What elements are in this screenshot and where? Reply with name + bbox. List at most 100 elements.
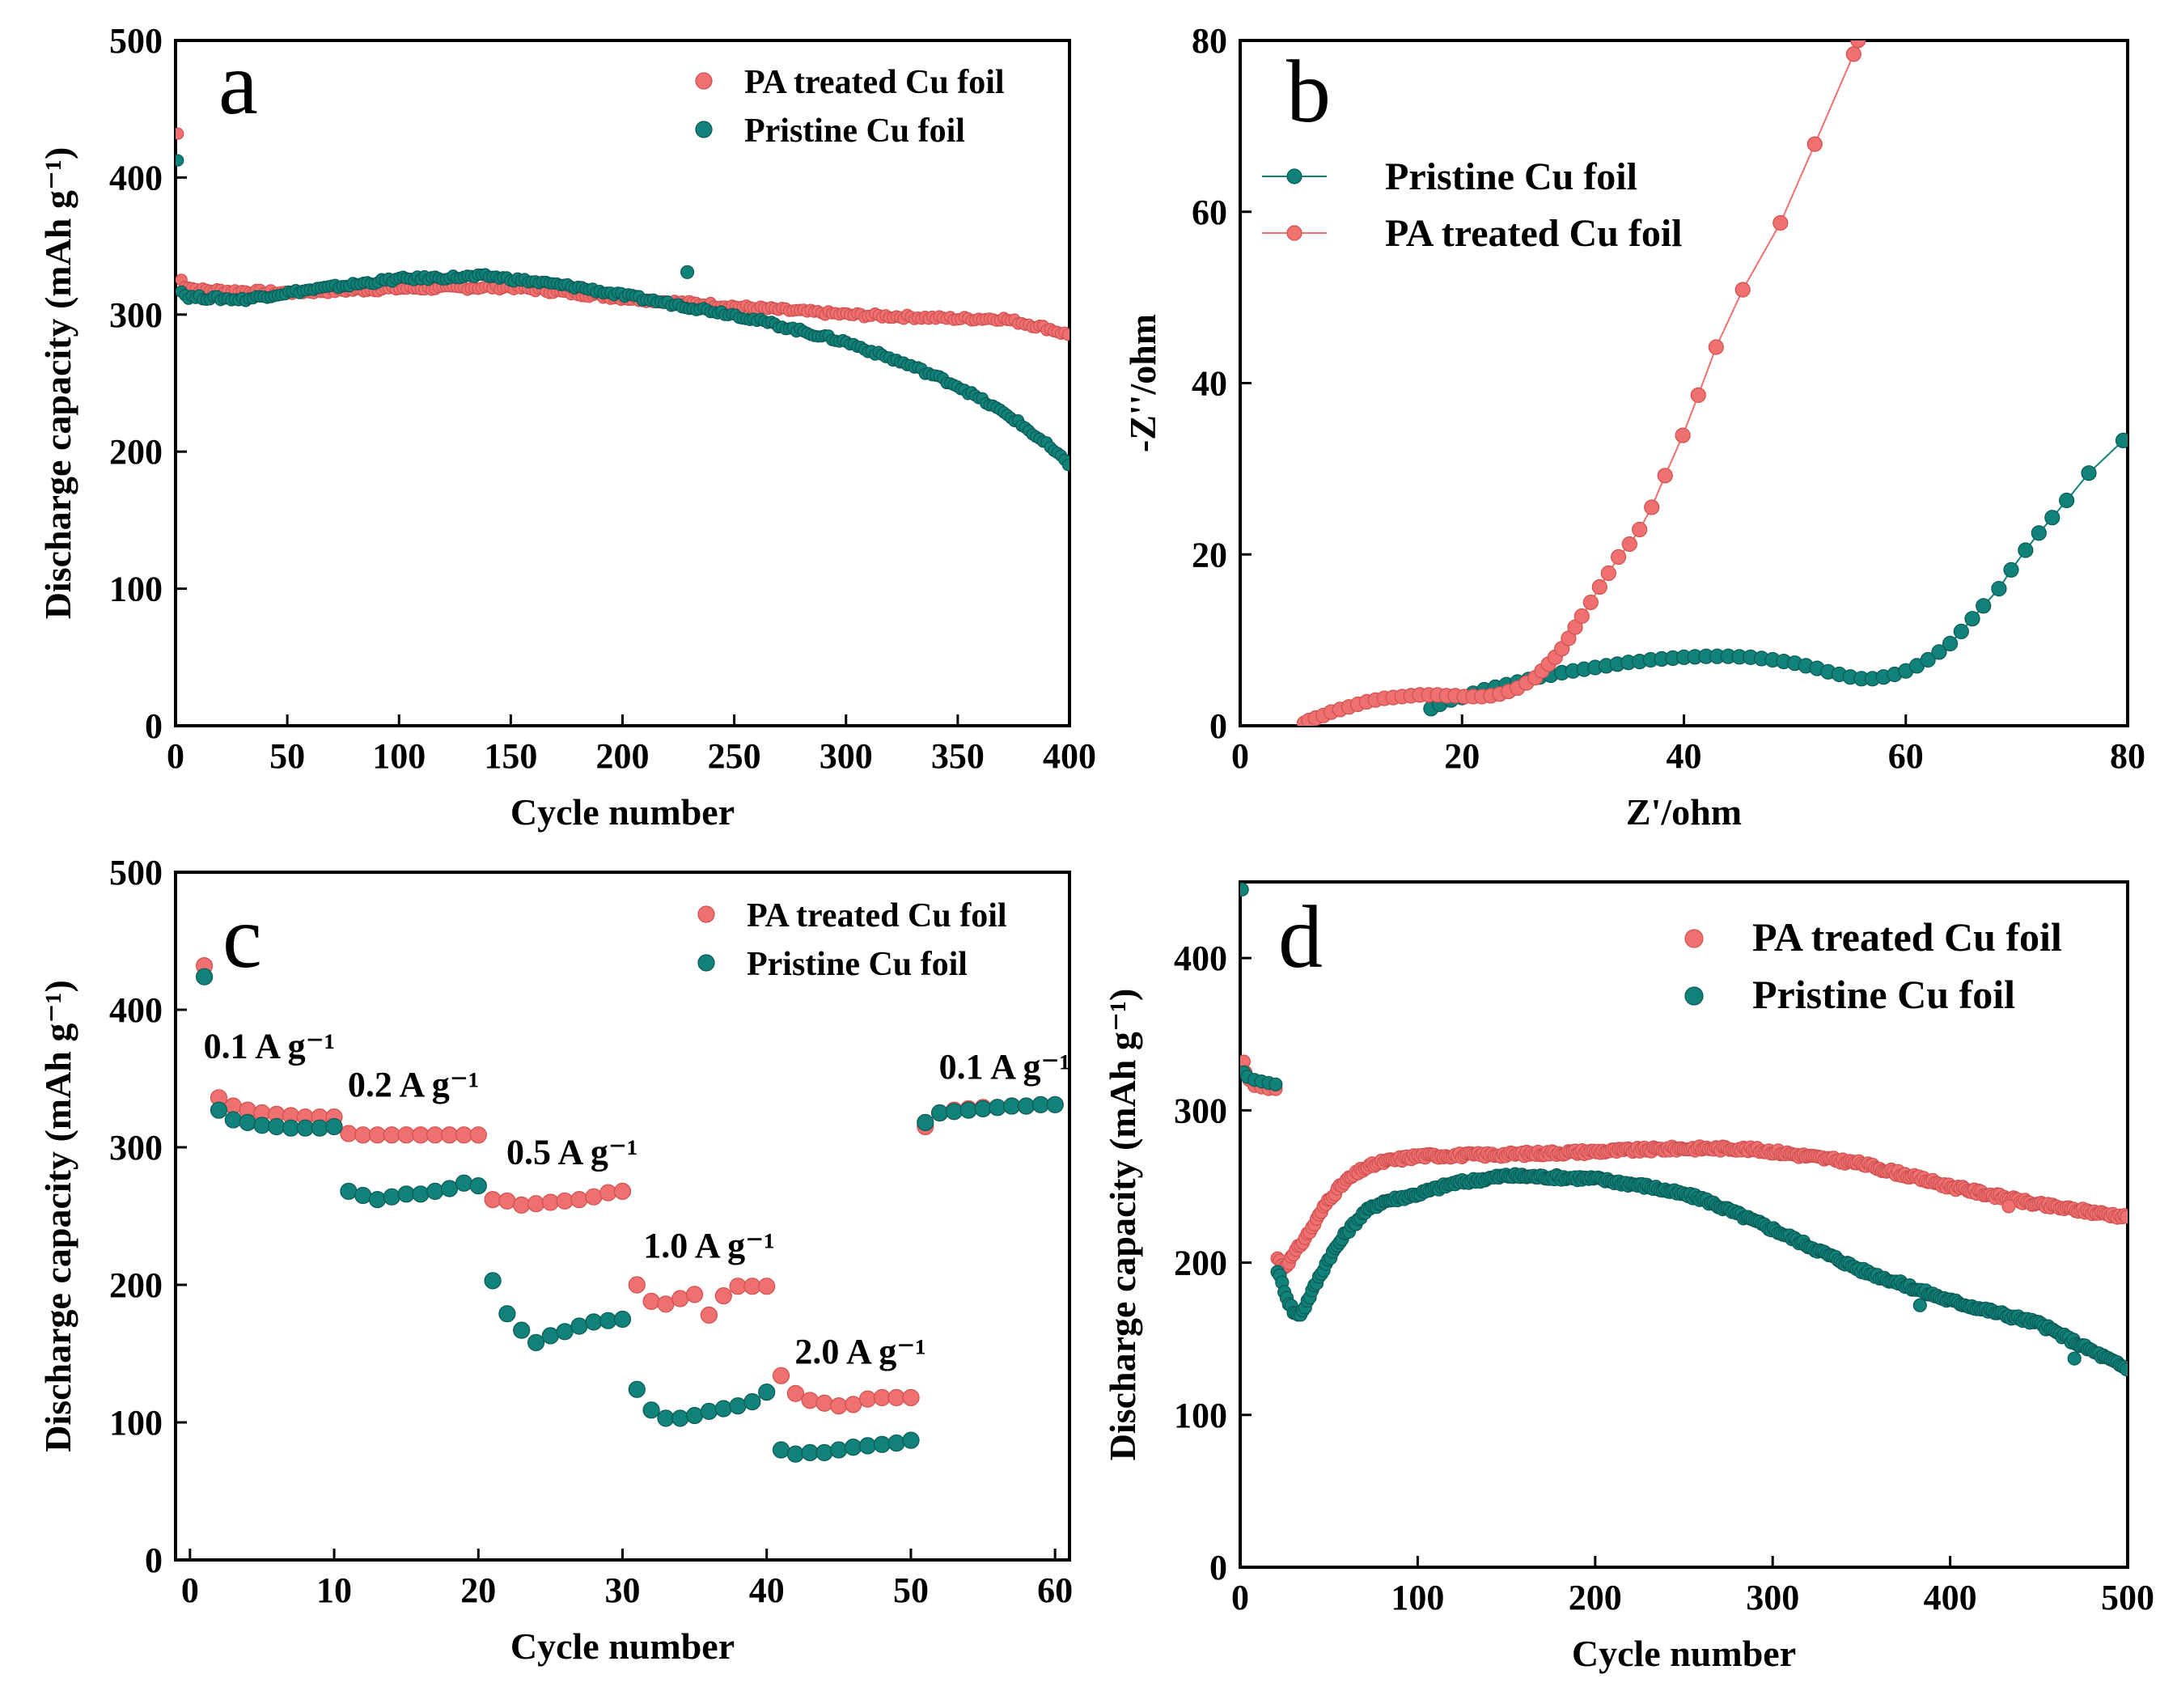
x-tick-label: 50 xyxy=(893,1570,929,1610)
data-point xyxy=(513,1321,531,1339)
x-axis-label: Cycle number xyxy=(510,1625,735,1667)
data-point xyxy=(873,1435,891,1453)
data-point xyxy=(772,1367,790,1384)
data-point xyxy=(685,1406,704,1425)
y-axis-label: -Z''/ohm xyxy=(1122,314,1163,452)
rate-annotation: 0.1 A g⁻¹ xyxy=(204,1027,335,1066)
x-tick-label: 150 xyxy=(484,736,537,776)
data-point xyxy=(700,1306,718,1324)
data-point xyxy=(469,1176,487,1195)
data-point xyxy=(176,127,184,140)
data-point xyxy=(498,1305,516,1323)
data-point xyxy=(845,1438,862,1456)
plot-frame-b xyxy=(1239,39,2129,727)
y-axis-label: Discharge capacity (mAh g⁻¹) xyxy=(37,980,78,1452)
x-tick-label: 10 xyxy=(316,1570,352,1610)
data-layer xyxy=(196,956,1064,1463)
series-pristine xyxy=(1240,882,2128,1377)
x-axis-label: Cycle number xyxy=(1572,1633,1796,1674)
x-tick-label: 40 xyxy=(1667,736,1702,776)
data-point xyxy=(917,1113,934,1132)
x-tick-label: 350 xyxy=(931,736,985,776)
y-tick-label: 60 xyxy=(1192,193,1227,232)
data-point xyxy=(642,1401,660,1419)
y-tick-label: 100 xyxy=(109,570,163,609)
legend-marker xyxy=(697,954,715,972)
y-tick-label: 20 xyxy=(1192,535,1227,574)
data-point xyxy=(412,1126,430,1144)
data-point xyxy=(412,1185,430,1203)
data-point xyxy=(801,1443,819,1462)
y-tick-label: 0 xyxy=(145,1541,163,1580)
data-point xyxy=(2120,1363,2128,1377)
y-tick-label: 500 xyxy=(109,21,163,61)
y-tick-label: 80 xyxy=(1192,21,1227,61)
data-point xyxy=(253,1117,271,1134)
data-point xyxy=(455,1126,473,1144)
rate-annotation: 0.1 A g⁻¹ xyxy=(939,1047,1070,1087)
y-tick-label: 200 xyxy=(109,1265,163,1305)
data-point xyxy=(2081,465,2097,481)
data-point xyxy=(210,1101,228,1119)
y-tick-label: 0 xyxy=(1209,706,1227,746)
data-point xyxy=(426,1182,444,1201)
data-point xyxy=(397,1185,415,1203)
x-axis-label: Z'/ohm xyxy=(1626,791,1742,833)
data-point xyxy=(440,1180,459,1197)
data-point xyxy=(786,1445,805,1463)
legend-marker xyxy=(695,72,713,90)
y-axis-label: Discharge capacity (mAh g⁻¹) xyxy=(37,147,78,620)
data-point xyxy=(383,1188,400,1206)
legend-label: Pristine Cu foil xyxy=(1752,972,2015,1017)
x-tick-label: 0 xyxy=(1231,736,1249,776)
panel-letter: c xyxy=(222,888,262,986)
data-point xyxy=(1003,1097,1021,1115)
data-point xyxy=(585,1188,603,1206)
data-point xyxy=(671,1409,689,1427)
legend-label: PA treated Cu foil xyxy=(744,64,1005,101)
x-tick-label: 300 xyxy=(1746,1578,1799,1617)
data-point xyxy=(758,1383,776,1401)
data-point xyxy=(1046,1096,1064,1113)
legend-label: Pristine Cu foil xyxy=(1385,155,1637,198)
data-point xyxy=(340,1182,358,1201)
data-point xyxy=(743,1392,761,1411)
data-point xyxy=(772,1441,790,1459)
legend-label: Pristine Cu foil xyxy=(744,112,965,150)
data-point xyxy=(1269,1077,1283,1091)
data-point xyxy=(887,1434,905,1452)
data-point xyxy=(527,1333,545,1352)
data-point xyxy=(1773,214,1789,231)
data-point xyxy=(325,1117,343,1136)
x-tick-label: 80 xyxy=(2110,736,2145,776)
x-tick-label: 200 xyxy=(596,736,650,776)
x-tick-label: 60 xyxy=(1037,1570,1073,1610)
legend-b: Pristine Cu foil PA treated Cu foil xyxy=(1262,155,1683,255)
data-point xyxy=(1920,651,1936,668)
data-point xyxy=(368,1126,387,1144)
legend-label: PA treated Cu foil xyxy=(747,897,1007,935)
data-point xyxy=(599,1184,617,1202)
data-point-outlier xyxy=(2001,1199,2016,1214)
data-point xyxy=(1610,549,1627,566)
legend-marker xyxy=(1684,986,1704,1006)
data-point xyxy=(556,1192,574,1210)
data-point xyxy=(786,1384,805,1402)
legend-marker xyxy=(1286,168,1302,184)
data-point xyxy=(599,1312,617,1329)
panel-b: 0 20 40 60 80 0 20 40 60 80 Z'/ohm -Z''/ohm b Pristin… xyxy=(1122,21,2145,833)
data-point xyxy=(974,1100,992,1118)
data-point xyxy=(2115,432,2128,448)
series-pristine xyxy=(196,968,1064,1463)
data-point xyxy=(1582,594,1599,611)
series-pa xyxy=(176,127,1069,341)
data-point xyxy=(989,1099,1006,1117)
data-point xyxy=(1953,623,1969,640)
y-axis-label: Discharge capacity (mAh g⁻¹) xyxy=(1102,989,1143,1461)
data-point xyxy=(628,1380,646,1398)
x-tick-label: 200 xyxy=(1569,1578,1622,1617)
data-point xyxy=(642,1292,660,1311)
data-point xyxy=(570,1190,588,1209)
data-point xyxy=(873,1388,891,1407)
data-point xyxy=(1061,328,1069,341)
